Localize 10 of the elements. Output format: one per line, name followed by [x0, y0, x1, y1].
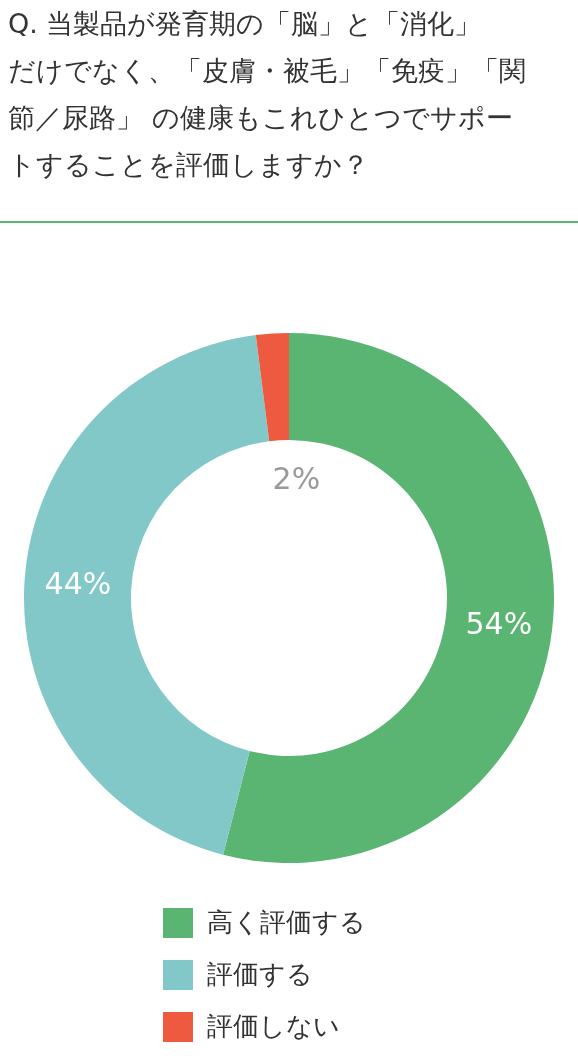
- chart-title: Q. 当製品が発育期の「脳」と「消化」だけでなく、「皮膚・被毛」「免疫」「関節／尿路」 の健康もこれひとつでサポートすることを評価しますか？: [8, 8, 526, 180]
- data-label: 54%: [465, 605, 533, 641]
- legend-label: 評価しない: [207, 1011, 340, 1041]
- donut-slice: [223, 333, 554, 863]
- legend-label: 評価する: [207, 959, 313, 989]
- donut-slice: [24, 335, 270, 855]
- data-label: 2%: [272, 461, 321, 497]
- legend-label: 高く評価する: [207, 907, 366, 937]
- donut-slice: [255, 333, 289, 442]
- data-label: 44%: [44, 565, 112, 601]
